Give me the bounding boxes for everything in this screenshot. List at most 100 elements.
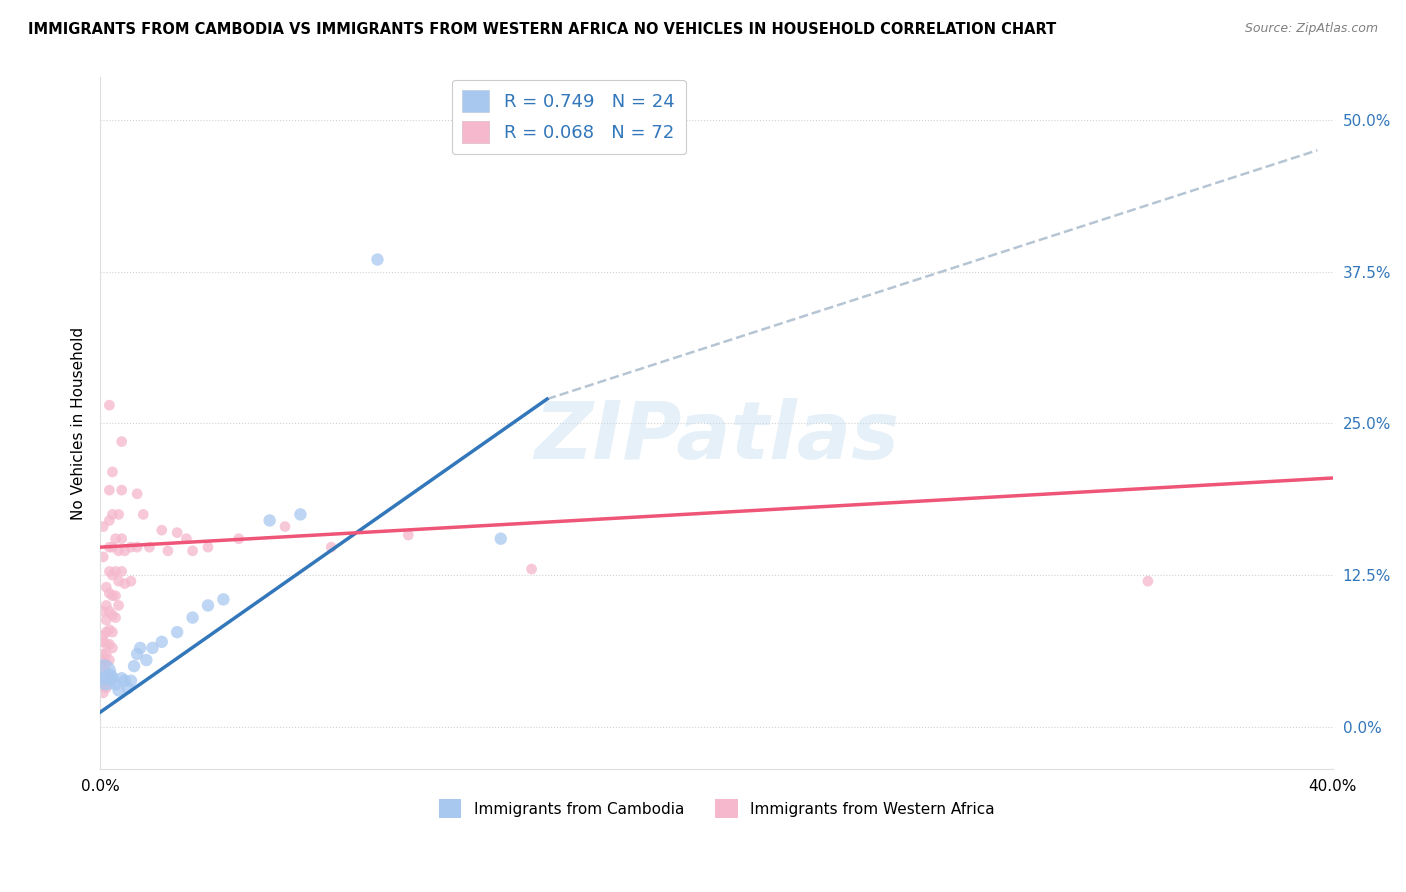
Point — [96, 613, 118, 627]
Point — [104, 565, 127, 579]
Point — [321, 540, 343, 554]
Point — [107, 544, 129, 558]
Point — [98, 398, 121, 412]
Point — [91, 680, 114, 694]
Point — [166, 525, 188, 540]
Point — [91, 605, 114, 619]
Point — [114, 576, 136, 591]
Point — [156, 544, 179, 558]
Point — [98, 565, 121, 579]
Point — [96, 681, 118, 695]
Point — [117, 681, 139, 695]
Point — [138, 540, 160, 554]
Point — [101, 465, 124, 479]
Point — [91, 686, 114, 700]
Point — [91, 629, 114, 643]
Point — [122, 659, 145, 673]
Point — [107, 508, 129, 522]
Point — [101, 671, 124, 685]
Point — [1136, 574, 1159, 589]
Point — [91, 673, 114, 688]
Point — [98, 669, 121, 683]
Point — [98, 586, 121, 600]
Point — [181, 544, 204, 558]
Point — [107, 683, 129, 698]
Point — [141, 640, 163, 655]
Point — [120, 574, 142, 589]
Point — [197, 599, 219, 613]
Text: Source: ZipAtlas.com: Source: ZipAtlas.com — [1244, 22, 1378, 36]
Point — [98, 623, 121, 637]
Point — [127, 487, 149, 501]
Point — [91, 653, 114, 667]
Y-axis label: No Vehicles in Household: No Vehicles in Household — [72, 326, 86, 520]
Point — [111, 532, 134, 546]
Point — [489, 532, 512, 546]
Point — [114, 673, 136, 688]
Point — [96, 673, 118, 688]
Point — [104, 589, 127, 603]
Point — [101, 625, 124, 640]
Point — [104, 677, 127, 691]
Point — [132, 508, 155, 522]
Point — [98, 653, 121, 667]
Point — [98, 637, 121, 651]
Point — [107, 574, 129, 589]
Legend: Immigrants from Cambodia, Immigrants from Western Africa: Immigrants from Cambodia, Immigrants fro… — [433, 793, 1001, 824]
Point — [228, 532, 250, 546]
Point — [96, 647, 118, 661]
Point — [127, 540, 149, 554]
Point — [91, 647, 114, 661]
Text: IMMIGRANTS FROM CAMBODIA VS IMMIGRANTS FROM WESTERN AFRICA NO VEHICLES IN HOUSEH: IMMIGRANTS FROM CAMBODIA VS IMMIGRANTS F… — [28, 22, 1056, 37]
Point — [259, 513, 281, 527]
Point — [101, 589, 124, 603]
Point — [111, 483, 134, 497]
Point — [96, 637, 118, 651]
Point — [127, 647, 149, 661]
Point — [274, 519, 297, 533]
Point — [181, 610, 204, 624]
Point — [114, 544, 136, 558]
Point — [101, 540, 124, 554]
Point — [120, 540, 142, 554]
Point — [366, 252, 388, 267]
Text: ZIPatlas: ZIPatlas — [534, 398, 898, 476]
Point — [101, 508, 124, 522]
Point — [150, 523, 173, 537]
Point — [91, 549, 114, 564]
Point — [91, 635, 114, 649]
Point — [98, 513, 121, 527]
Point — [96, 580, 118, 594]
Point — [120, 673, 142, 688]
Point — [520, 562, 543, 576]
Point — [91, 662, 114, 676]
Point — [111, 565, 134, 579]
Point — [91, 519, 114, 533]
Point — [98, 540, 121, 554]
Point — [212, 592, 235, 607]
Point — [396, 528, 419, 542]
Point — [101, 608, 124, 623]
Point — [91, 665, 114, 680]
Point — [290, 508, 312, 522]
Point — [101, 640, 124, 655]
Point — [104, 532, 127, 546]
Point — [111, 671, 134, 685]
Point — [197, 540, 219, 554]
Point — [96, 665, 118, 680]
Point — [111, 434, 134, 449]
Point — [150, 635, 173, 649]
Point — [96, 625, 118, 640]
Point — [101, 568, 124, 582]
Point — [129, 640, 152, 655]
Point — [135, 653, 157, 667]
Point — [91, 669, 114, 683]
Point — [96, 657, 118, 671]
Point — [107, 599, 129, 613]
Point — [176, 532, 198, 546]
Point — [96, 673, 118, 688]
Point — [98, 483, 121, 497]
Point — [96, 599, 118, 613]
Point — [104, 610, 127, 624]
Point — [98, 605, 121, 619]
